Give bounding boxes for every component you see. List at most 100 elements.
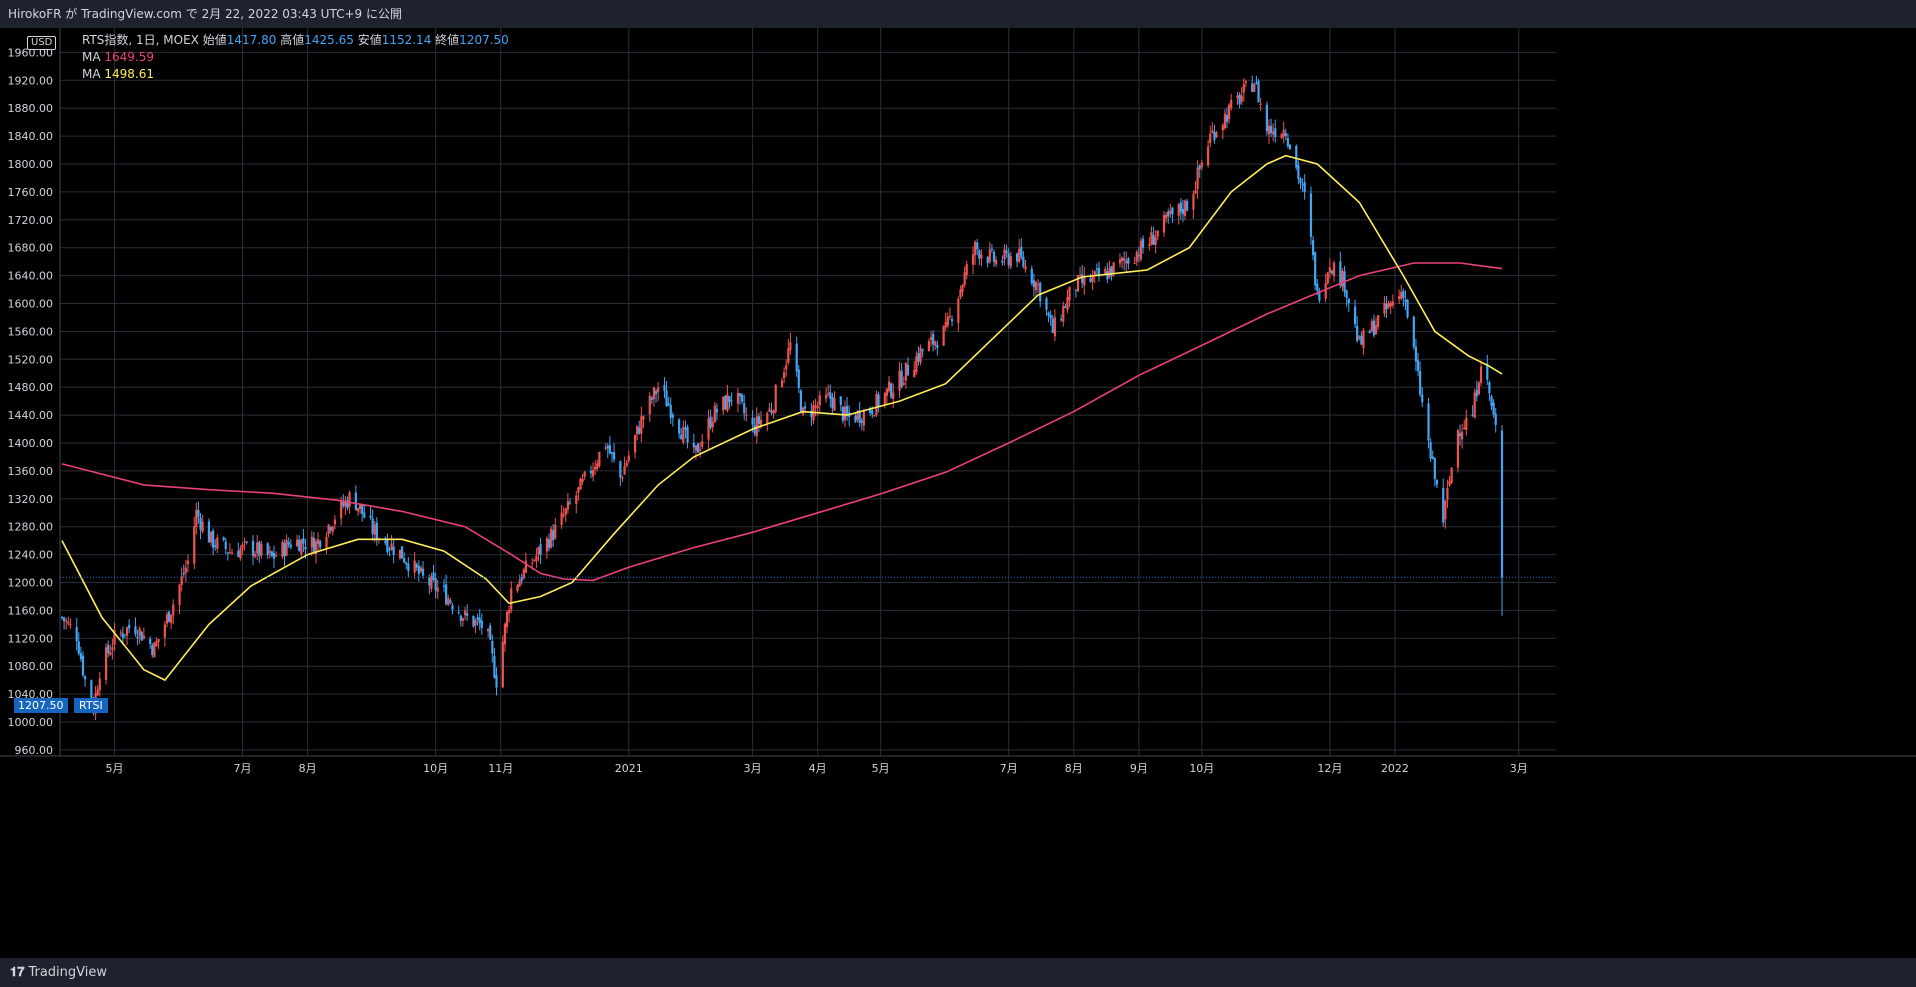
candle-body <box>577 487 580 493</box>
candle-body <box>1324 282 1327 299</box>
ma-short-label: MA <box>82 67 101 81</box>
candle-body <box>388 548 391 550</box>
candle-body <box>621 477 624 479</box>
candle-body <box>604 447 607 449</box>
candle-body <box>79 653 82 660</box>
x-tick-label: 5月 <box>872 762 890 775</box>
candle-body <box>1060 319 1063 321</box>
candle-body <box>489 625 492 640</box>
candle-body <box>1186 200 1189 211</box>
candle-body <box>946 316 949 326</box>
candle-body <box>1141 238 1145 248</box>
candle-body <box>552 530 555 541</box>
tradingview-logo[interactable]: 𝟏𝟕 TradingView <box>10 965 107 980</box>
candle-body <box>1419 370 1422 395</box>
y-tick-label: 1480.00 <box>8 381 54 394</box>
candle-body <box>774 384 777 413</box>
candle-body <box>340 500 343 519</box>
chart-legend: RTS指数, 1日, MOEX 始値1417.80 高値1425.65 安値11… <box>82 32 509 83</box>
candle-body <box>316 539 320 545</box>
candle-body <box>1284 133 1287 136</box>
y-tick-label: 1640.00 <box>8 270 54 283</box>
candle-body <box>1083 275 1086 286</box>
candle-body <box>650 397 653 400</box>
candle-body <box>384 541 387 543</box>
candle-body <box>1032 280 1035 288</box>
y-tick-label: 1520.00 <box>8 353 54 366</box>
candle-body <box>692 443 695 448</box>
candle-body <box>814 405 817 408</box>
ohlc-legend-row[interactable]: RTS指数, 1日, MOEX 始値1417.80 高値1425.65 安値11… <box>82 32 509 49</box>
ma-short-legend-row[interactable]: MA 1498.61 <box>82 66 509 83</box>
chart-pane[interactable]: 1960.00 1920.00 1880.00 1840.00 1800.00 1760.… <box>0 28 1916 958</box>
candle-body <box>1240 95 1243 102</box>
candle-body <box>1047 312 1050 316</box>
candle-body <box>1253 83 1256 93</box>
candle-body <box>275 555 278 557</box>
candle-body <box>1280 134 1283 139</box>
candle-body <box>428 577 431 586</box>
candle-body <box>1274 128 1277 138</box>
candle-body <box>501 641 504 688</box>
candle-body <box>1200 162 1203 168</box>
candle-body <box>535 555 538 561</box>
candle-body <box>134 626 137 635</box>
currency-unit-label: USD <box>27 36 57 50</box>
candle-body <box>199 517 202 530</box>
candle-body <box>463 610 467 616</box>
y-tick-label: 1600.00 <box>8 298 54 311</box>
candle-body <box>1150 232 1153 245</box>
candle-body <box>1339 261 1342 286</box>
y-tick-label: 1680.00 <box>8 242 54 255</box>
candle-body <box>652 387 656 400</box>
candle-body <box>283 542 286 557</box>
candle-body <box>476 617 479 620</box>
y-tick-label: 1040.00 <box>8 688 54 701</box>
candle-body <box>1488 382 1491 394</box>
candle-body <box>566 500 569 510</box>
candle-body <box>310 536 313 548</box>
candle-body <box>182 573 185 575</box>
candle-body <box>1444 500 1447 520</box>
ma-long-legend-row[interactable]: MA 1649.59 <box>82 49 509 66</box>
candle-body <box>795 343 798 372</box>
candle-body <box>69 623 72 625</box>
candle-body <box>921 349 924 351</box>
candle-body <box>1435 479 1439 485</box>
price-chart[interactable]: 1960.001920.001880.001840.001800.001760.… <box>0 28 1916 958</box>
candle-body <box>684 427 687 430</box>
candle-body <box>638 427 641 434</box>
candle-body <box>663 384 666 391</box>
candle-body <box>1398 296 1401 300</box>
close-value: 1207.50 <box>459 33 509 47</box>
candle-body <box>314 541 318 555</box>
candle-body <box>1286 138 1289 147</box>
candle-body <box>1051 318 1054 333</box>
candle-body <box>142 635 145 639</box>
candle-body <box>657 387 660 392</box>
publish-header: HirokoFR が TradingView.com で 2月 22, 2022… <box>0 0 1916 28</box>
candle-body <box>782 372 786 379</box>
candle-body <box>1303 182 1306 193</box>
candle-body <box>113 629 116 645</box>
candle-body <box>1053 317 1056 337</box>
candle-body <box>772 410 775 414</box>
candle-body <box>363 512 366 518</box>
candle-body <box>831 396 834 409</box>
x-tick-label: 8月 <box>1065 762 1083 775</box>
candle-body <box>518 580 521 587</box>
candle-body <box>1196 167 1199 190</box>
candle-body <box>1272 131 1275 135</box>
candle-body <box>1223 113 1227 129</box>
candle-body <box>730 400 733 402</box>
candle-body <box>81 655 85 676</box>
candle-body <box>478 617 481 624</box>
candle-body <box>1118 259 1122 264</box>
candle-body <box>1049 315 1052 319</box>
candle-body <box>1345 290 1348 298</box>
candle-body <box>743 403 746 414</box>
candle-body <box>1074 289 1077 291</box>
candle-body <box>266 543 269 555</box>
x-tick-label: 2021 <box>615 762 643 775</box>
candle-body <box>1097 268 1101 277</box>
